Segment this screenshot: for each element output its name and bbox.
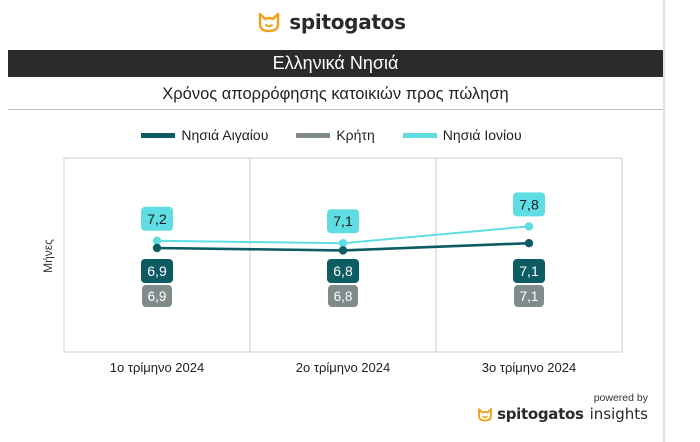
legend-item-crete: Κρήτη xyxy=(296,127,375,143)
x-tick-label: 2ο τρίμηνο 2024 xyxy=(296,360,390,375)
x-tick-label: 3ο τρίμηνο 2024 xyxy=(482,360,576,375)
data-label: 6,8 xyxy=(333,263,353,279)
data-label: 6,9 xyxy=(148,289,167,304)
data-label-box xyxy=(141,259,173,283)
data-label-box xyxy=(513,259,545,283)
data-label-box xyxy=(327,259,359,283)
line-chart: Μήνες 1ο τρίμηνο 2024 2ο τρίμηνο 2024 3ο τρ… xyxy=(41,157,623,375)
legend-swatch-ionian xyxy=(402,132,437,138)
data-point xyxy=(524,239,534,248)
data-point xyxy=(338,239,348,248)
data-point xyxy=(152,236,162,245)
legend-item-ionian: Νησιά Ιονίου xyxy=(402,127,522,143)
data-label-box xyxy=(513,192,545,217)
legend-item-aegean: Νησιά Αιγαίου xyxy=(141,127,268,143)
data-label: 7,8 xyxy=(519,196,539,212)
footer: powered by spitogatos insights xyxy=(477,392,648,423)
data-label: 7,1 xyxy=(333,213,353,229)
data-label: 6,8 xyxy=(334,289,353,304)
data-label-box xyxy=(328,285,358,307)
data-point xyxy=(524,222,534,231)
brand-name: spitogatos xyxy=(289,10,406,34)
brand-logo: spitogatos xyxy=(0,10,663,34)
data-label-box xyxy=(141,206,173,231)
cat-icon xyxy=(259,12,280,33)
chart-title: Ελληνικά Νησιά xyxy=(8,50,663,77)
powered-by-text: powered by xyxy=(593,392,648,404)
legend-label-crete: Κρήτη xyxy=(336,127,375,143)
legend-swatch-aegean xyxy=(141,132,176,138)
footer-brand-name: spitogatos xyxy=(497,405,584,423)
data-point xyxy=(152,243,162,253)
legend-label-aegean: Νησιά Αιγαίου xyxy=(181,127,269,143)
data-label: 7,1 xyxy=(520,289,539,304)
data-label: 7,2 xyxy=(147,211,167,227)
data-label-box xyxy=(327,209,359,234)
footer-logo: spitogatos insights xyxy=(477,405,648,423)
chart-subtitle: Χρόνος απορρόφησης κατοικιών προς πώληση xyxy=(8,79,663,110)
chart-legend: Νησιά Αιγαίου Κρήτη Νησιά Ιονίου xyxy=(0,127,663,143)
frame-border xyxy=(663,0,665,442)
legend-swatch-crete xyxy=(296,132,331,138)
data-label-box xyxy=(142,285,172,307)
data-label: 6,9 xyxy=(147,263,167,279)
data-label-box xyxy=(514,285,544,307)
footer-product-name: insights xyxy=(589,405,648,423)
plot-area xyxy=(63,157,623,353)
legend-label-ionian: Νησιά Ιονίου xyxy=(442,127,522,143)
data-label: 7,1 xyxy=(519,263,539,279)
cat-icon xyxy=(478,407,492,421)
y-axis-label: Μήνες xyxy=(41,239,55,273)
x-tick-label: 1ο τρίμηνο 2024 xyxy=(110,360,204,375)
data-point xyxy=(338,246,348,255)
